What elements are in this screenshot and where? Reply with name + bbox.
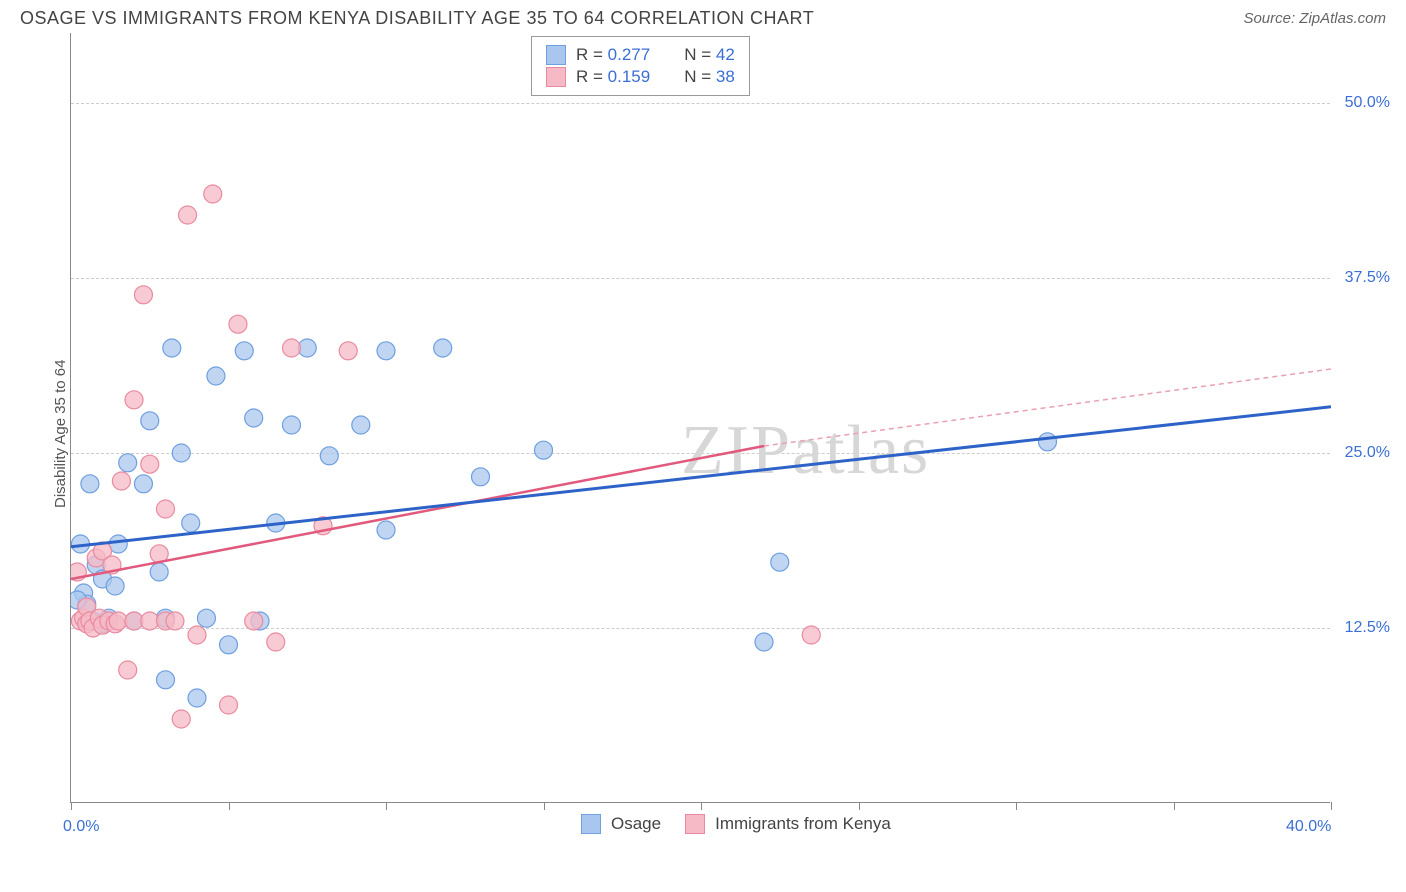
data-point (179, 206, 197, 224)
data-point (157, 500, 175, 518)
data-point (163, 339, 181, 357)
data-point (125, 391, 143, 409)
y-tick-label: 25.0% (1345, 444, 1390, 462)
y-tick-label: 50.0% (1345, 94, 1390, 112)
plot-area: 12.5%25.0%37.5%50.0%0.0%40.0%ZIPatlasR =… (70, 33, 1330, 803)
data-point (134, 286, 152, 304)
x-tick (1331, 802, 1332, 810)
data-point (352, 416, 370, 434)
data-point (141, 412, 159, 430)
correlation-chart: 12.5%25.0%37.5%50.0%0.0%40.0%ZIPatlasR =… (20, 33, 1400, 863)
legend-swatch (581, 814, 601, 834)
x-tick (229, 802, 230, 810)
y-tick-label: 12.5% (1345, 619, 1390, 637)
data-point (535, 441, 553, 459)
data-point (207, 367, 225, 385)
data-point (141, 455, 159, 473)
x-tick (71, 802, 72, 810)
data-point (112, 472, 130, 490)
legend-item: Osage (581, 814, 661, 834)
data-point (377, 521, 395, 539)
legend-series: Osage Immigrants from Kenya (581, 812, 891, 836)
data-point (220, 636, 238, 654)
data-point (134, 475, 152, 493)
data-point (172, 710, 190, 728)
legend-r-label: R = 0.159 (576, 67, 650, 87)
data-point (802, 626, 820, 644)
data-point (339, 342, 357, 360)
trend-line (71, 407, 1331, 547)
scatter-svg (71, 33, 1331, 803)
legend-swatch (685, 814, 705, 834)
data-point (245, 409, 263, 427)
data-point (235, 342, 253, 360)
data-point (119, 661, 137, 679)
data-point (377, 342, 395, 360)
legend-n-label: N = 38 (684, 67, 735, 87)
data-point (771, 553, 789, 571)
data-point (182, 514, 200, 532)
y-tick-label: 37.5% (1345, 269, 1390, 287)
x-tick-label: 40.0% (1286, 818, 1331, 836)
legend-r-label: R = 0.277 (576, 45, 650, 65)
data-point (81, 475, 99, 493)
data-point (1039, 433, 1057, 451)
x-tick (1174, 802, 1175, 810)
data-point (755, 633, 773, 651)
legend-n-label: N = 42 (684, 45, 735, 65)
data-point (188, 689, 206, 707)
data-point (283, 416, 301, 434)
legend-swatch (546, 67, 566, 87)
x-tick (1016, 802, 1017, 810)
x-tick (544, 802, 545, 810)
trend-line (71, 446, 764, 579)
legend-stats: R = 0.277 N = 42 R = 0.159 N = 38 (531, 36, 750, 96)
chart-header: OSAGE VS IMMIGRANTS FROM KENYA DISABILIT… (0, 0, 1406, 33)
x-tick-label: 0.0% (63, 818, 99, 836)
data-point (245, 612, 263, 630)
legend-item: Immigrants from Kenya (685, 814, 891, 834)
data-point (204, 185, 222, 203)
data-point (150, 563, 168, 581)
chart-source: Source: ZipAtlas.com (1243, 10, 1386, 27)
legend-label: Osage (611, 814, 661, 834)
data-point (434, 339, 452, 357)
data-point (472, 468, 490, 486)
legend-label: Immigrants from Kenya (715, 814, 891, 834)
data-point (197, 609, 215, 627)
data-point (220, 696, 238, 714)
x-tick (386, 802, 387, 810)
data-point (157, 671, 175, 689)
legend-swatch (546, 45, 566, 65)
data-point (172, 444, 190, 462)
data-point (188, 626, 206, 644)
chart-title: OSAGE VS IMMIGRANTS FROM KENYA DISABILIT… (20, 8, 814, 29)
legend-row: R = 0.277 N = 42 (546, 45, 735, 65)
x-tick (701, 802, 702, 810)
data-point (166, 612, 184, 630)
data-point (106, 577, 124, 595)
data-point (119, 454, 137, 472)
data-point (283, 339, 301, 357)
data-point (229, 315, 247, 333)
data-point (320, 447, 338, 465)
legend-row: R = 0.159 N = 38 (546, 67, 735, 87)
y-axis-label: Disability Age 35 to 64 (52, 360, 69, 508)
x-tick (859, 802, 860, 810)
data-point (267, 633, 285, 651)
